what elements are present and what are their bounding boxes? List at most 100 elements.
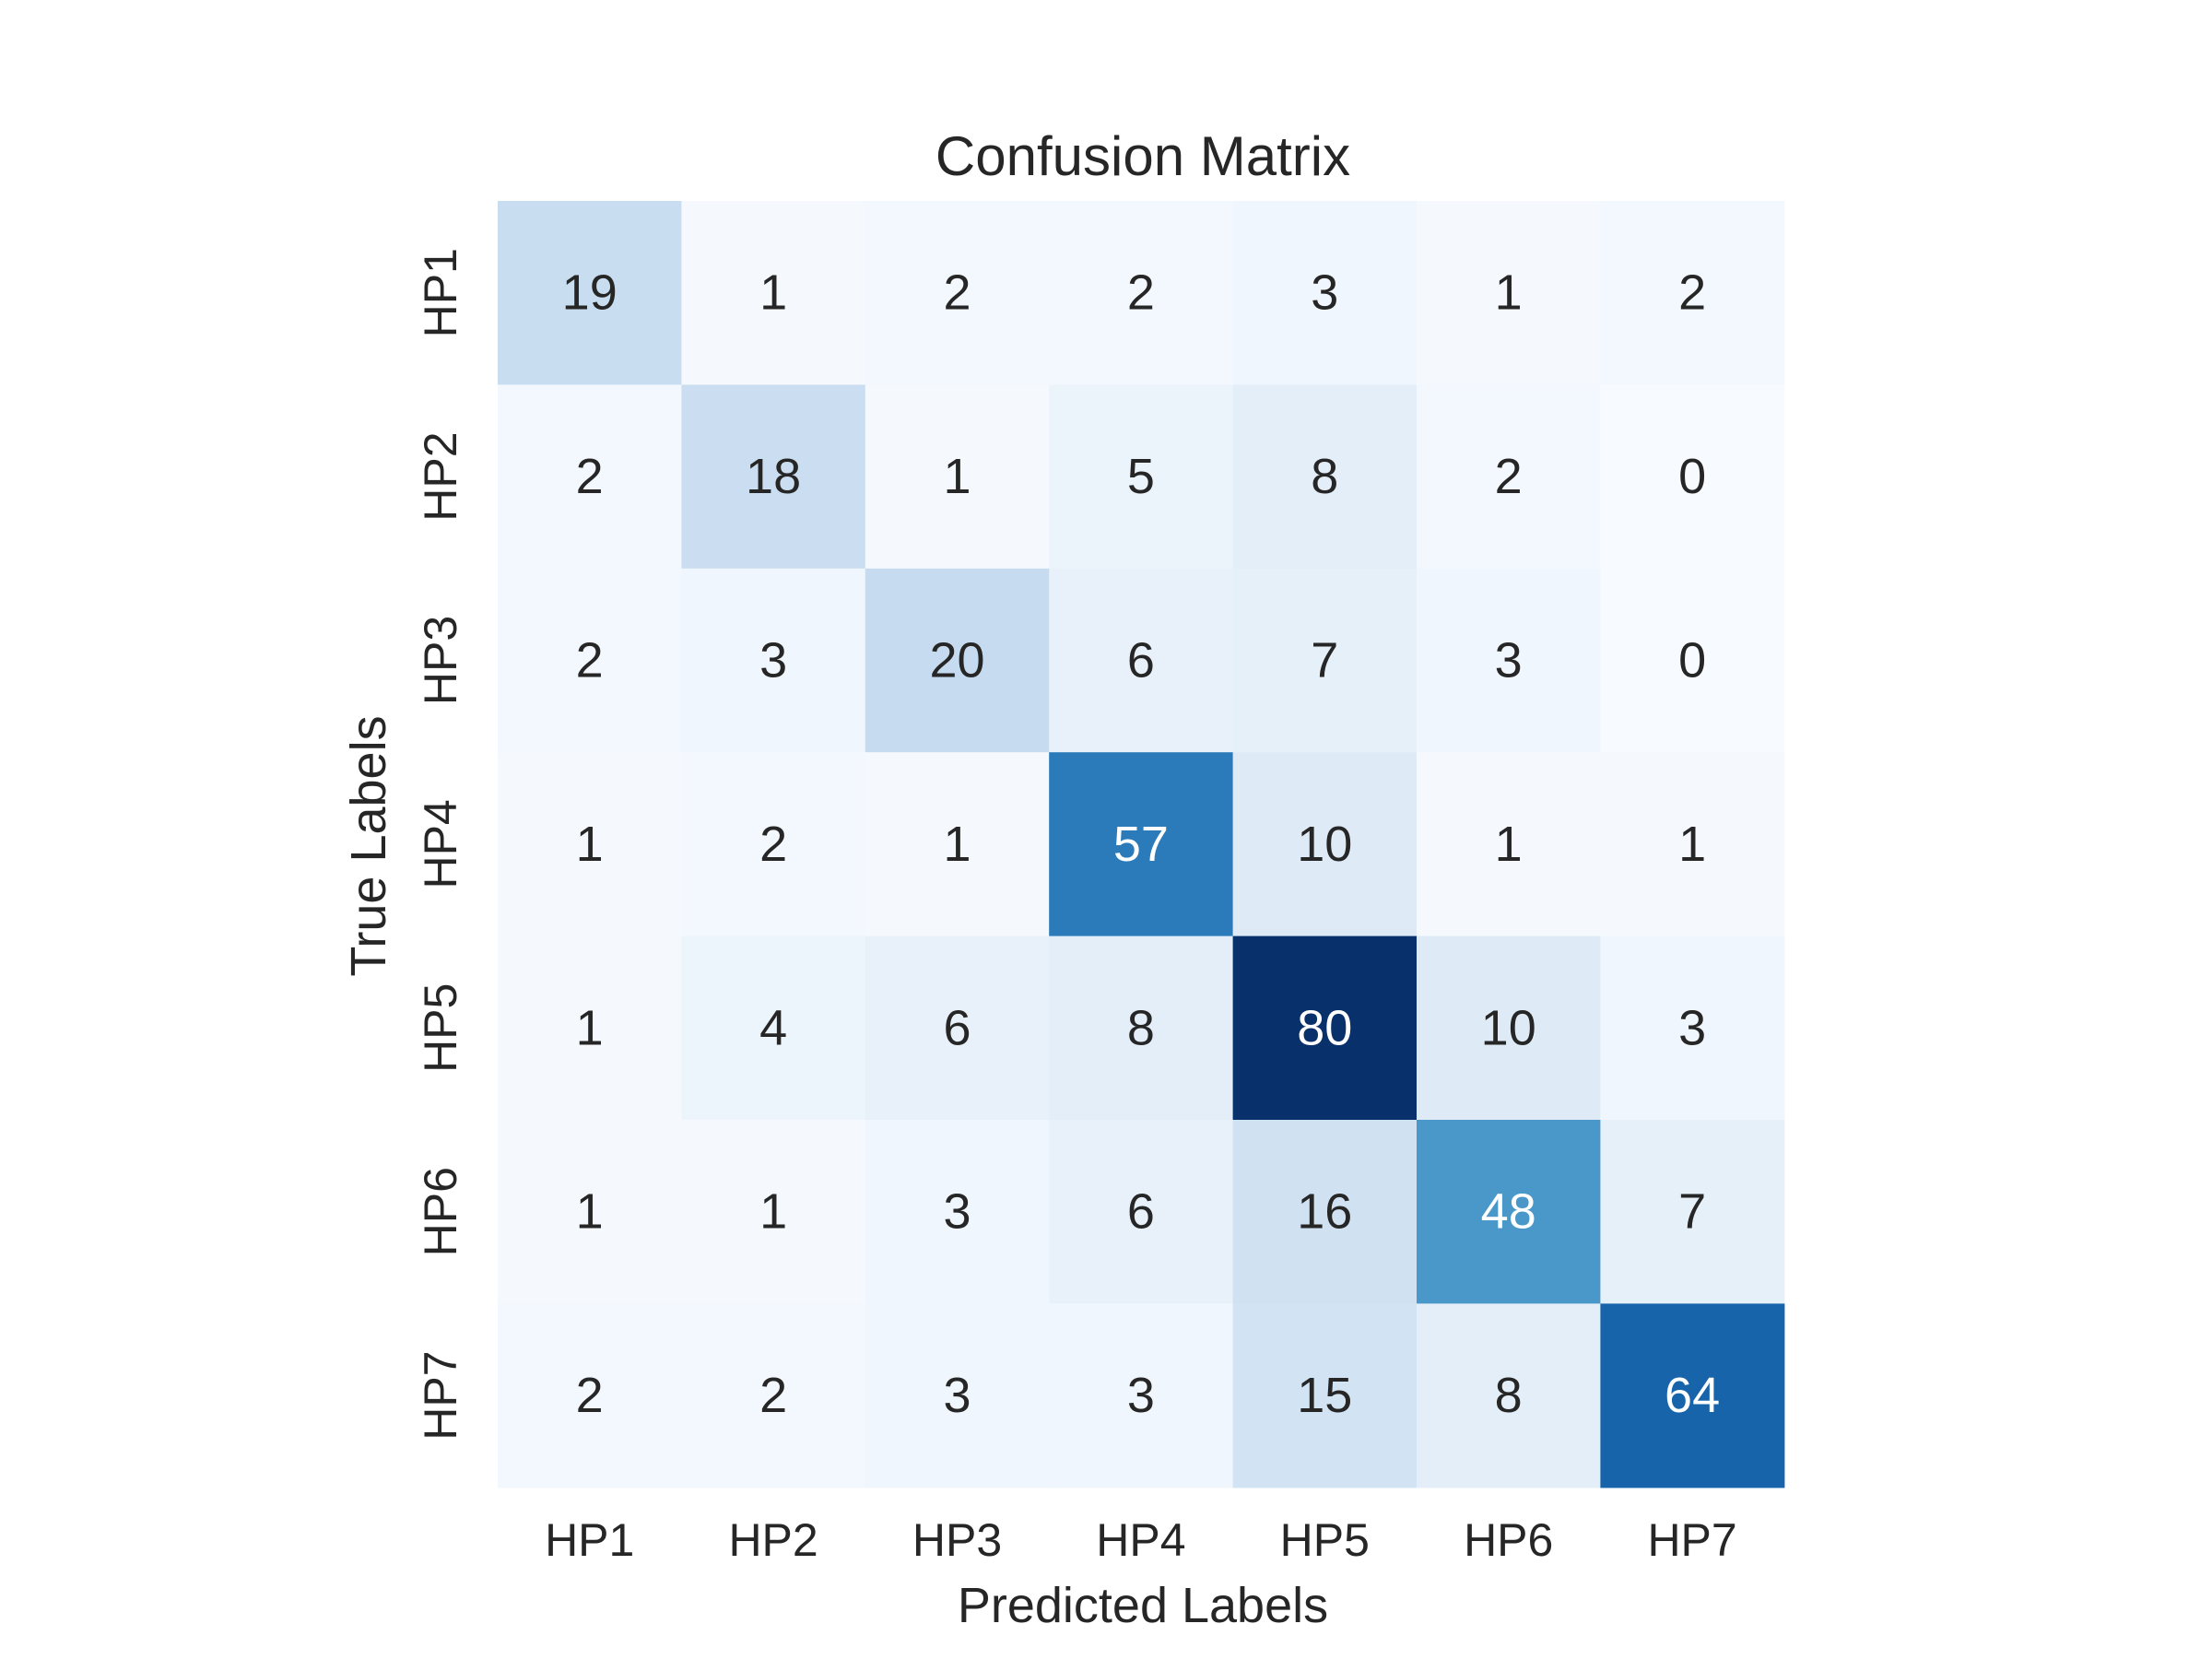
cell-value-label: 8 [1311, 449, 1338, 504]
cell-value-label: 19 [562, 265, 618, 321]
cell-value-label: 64 [1665, 1368, 1720, 1423]
cell-value-label: 1 [576, 1000, 604, 1055]
heatmap-cell-HP4-HP6 [1417, 752, 1601, 937]
heatmap-cell-HP1-HP5 [1232, 201, 1418, 385]
x-axis-label: Predicted Labels [958, 1578, 1328, 1633]
heatmap-cell-HP3-HP1 [498, 568, 682, 753]
cell-value-label: 2 [759, 1368, 787, 1423]
cell-value-label: 80 [1297, 1000, 1352, 1055]
heatmap-cell-HP3-HP5 [1232, 568, 1418, 753]
heatmap-cell-HP4-HP2 [681, 752, 866, 937]
cell-value-label: 2 [576, 449, 604, 504]
heatmap-cell-HP4-HP5 [1232, 752, 1418, 937]
heatmap-cell-HP6-HP7 [1600, 1120, 1785, 1304]
heatmap-cell-HP6-HP6 [1417, 1120, 1601, 1304]
cell-value-label: 3 [943, 1184, 971, 1240]
cell-value-label: 6 [943, 1000, 971, 1055]
x-tick-label: HP1 [545, 1514, 634, 1566]
heatmap-cell-HP4-HP3 [865, 752, 1050, 937]
heatmap-cell-HP2-HP5 [1232, 384, 1418, 570]
x-tick-label: HP4 [1096, 1514, 1185, 1566]
heatmap-cells: 19 1 2 2 3 1 22 18 1 5 8 2 02 3 20 6 7 3 01 2 1 57 10 1 11 4 6 8 80 1… [498, 201, 1785, 1488]
cell-value-label: 1 [1678, 817, 1706, 872]
cell-value-label: 4 [759, 1000, 787, 1055]
cell-value-label: 1 [1495, 265, 1523, 321]
cell-value-label: 2 [1127, 265, 1155, 321]
heatmap-cell-HP2-HP4 [1049, 384, 1234, 570]
heatmap-cell-HP7-HP1 [498, 1303, 682, 1488]
cell-value-label: 0 [1678, 633, 1706, 688]
cell-value-label: 3 [1311, 265, 1338, 321]
heatmap-cell-HP2-HP7 [1600, 384, 1785, 570]
cell-value-label: 57 [1113, 817, 1169, 872]
heatmap-cell-HP4-HP1 [498, 752, 682, 937]
heatmap-cell-HP5-HP4 [1049, 935, 1234, 1121]
heatmap-cell-HP2-HP2 [681, 384, 866, 570]
heatmap-cell-HP5-HP7 [1600, 935, 1785, 1121]
cell-value-label: 8 [1495, 1368, 1523, 1423]
cell-value-label: 1 [759, 1184, 787, 1240]
cell-value-label: 1 [759, 265, 787, 321]
heatmap-cell-HP3-HP3 [865, 568, 1050, 753]
y-tick-label: HP2 [415, 431, 466, 521]
heatmap-cell-HP3-HP6 [1417, 568, 1601, 753]
cell-value-label: 8 [1127, 1000, 1155, 1055]
cell-value-label: 3 [759, 633, 787, 688]
y-tick-label: HP5 [415, 983, 466, 1073]
y-tick-labels: HP1 HP2 HP3 HP4 HP5 HP6 HP7 [415, 248, 466, 1441]
heatmap-cell-HP2-HP3 [865, 384, 1050, 570]
y-tick-label: HP7 [415, 1350, 466, 1440]
heatmap-cell-HP4-HP4 [1049, 752, 1234, 937]
heatmap-cell-HP5-HP6 [1417, 935, 1601, 1121]
cell-value-label: 7 [1311, 633, 1338, 688]
cell-value-label: 7 [1678, 1184, 1706, 1240]
heatmap-cell-HP1-HP6 [1417, 201, 1601, 385]
cell-value-label: 15 [1297, 1368, 1352, 1423]
heatmap-cell-HP1-HP3 [865, 201, 1050, 385]
cell-value-label: 6 [1127, 633, 1155, 688]
cell-value-label: 3 [1495, 633, 1523, 688]
heatmap-cell-HP1-HP7 [1600, 201, 1785, 385]
cell-value-label: 10 [1481, 1000, 1536, 1055]
cell-value-label: 20 [929, 633, 984, 688]
heatmap-cell-HP7-HP2 [681, 1303, 866, 1488]
cell-value-label: 2 [1495, 449, 1523, 504]
x-tick-labels: HP1 HP2 HP3 HP4 HP5 HP6 HP7 [545, 1514, 1737, 1566]
cell-value-label: 2 [1678, 265, 1706, 321]
heatmap-cell-HP6-HP1 [498, 1120, 682, 1304]
heatmap-cell-HP5-HP3 [865, 935, 1050, 1121]
heatmap-cell-HP6-HP5 [1232, 1120, 1418, 1304]
y-tick-label: HP4 [415, 799, 466, 888]
x-tick-label: HP3 [912, 1514, 1002, 1566]
cell-value-label: 3 [943, 1368, 971, 1423]
heatmap-cell-HP3-HP4 [1049, 568, 1234, 753]
heatmap-cell-HP5-HP1 [498, 935, 682, 1121]
cell-value-label: 5 [1127, 449, 1155, 504]
heatmap-cell-HP1-HP1 [498, 201, 682, 385]
cell-value-label: 6 [1127, 1184, 1155, 1240]
heatmap-cell-HP7-HP5 [1232, 1303, 1418, 1488]
heatmap-cell-HP6-HP3 [865, 1120, 1050, 1304]
heatmap-cell-HP1-HP4 [1049, 201, 1234, 385]
cell-value-label: 1 [576, 1184, 604, 1240]
cell-value-label: 16 [1297, 1184, 1352, 1240]
x-tick-label: HP6 [1464, 1514, 1553, 1566]
heatmap-cell-HP3-HP7 [1600, 568, 1785, 753]
cell-value-label: 2 [943, 265, 971, 321]
cell-value-label: 1 [576, 817, 604, 872]
heatmap-cell-HP7-HP3 [865, 1303, 1050, 1488]
y-tick-label: HP3 [415, 616, 466, 705]
cell-value-label: 2 [576, 633, 604, 688]
heatmap-cell-HP5-HP2 [681, 935, 866, 1121]
heatmap-cell-HP3-HP2 [681, 568, 866, 753]
chart-title: Confusion Matrix [935, 125, 1350, 187]
y-axis-label: True Labels [341, 715, 396, 976]
y-tick-label: HP6 [415, 1167, 466, 1256]
heatmap-cell-HP7-HP6 [1417, 1303, 1601, 1488]
x-tick-label: HP7 [1647, 1514, 1736, 1566]
cell-value-label: 1 [943, 817, 971, 872]
heatmap-cell-HP5-HP5 [1232, 935, 1418, 1121]
cell-value-label: 3 [1127, 1368, 1155, 1423]
cell-value-label: 3 [1678, 1000, 1706, 1055]
